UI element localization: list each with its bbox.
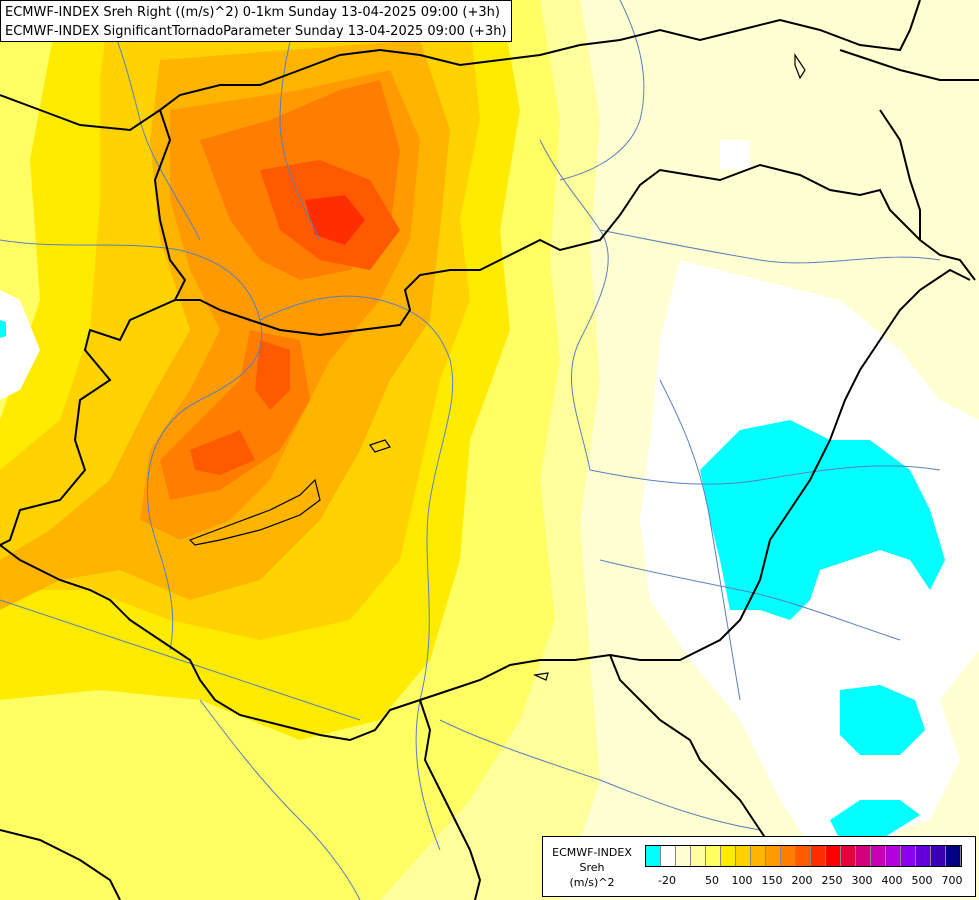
legend-swatch: [676, 846, 691, 866]
legend-tick-label: 250: [821, 874, 843, 887]
legend-swatch: [871, 846, 886, 866]
legend-swatch: [946, 846, 961, 866]
title-line-1: ECMWF-INDEX Sreh Right ((m/s)^2) 0-1km S…: [5, 5, 500, 20]
legend-tick-label: 700: [941, 874, 963, 887]
map-title-box: ECMWF-INDEX Sreh Right ((m/s)^2) 0-1km S…: [0, 0, 512, 42]
legend-swatch: [796, 846, 811, 866]
legend-swatch: [736, 846, 751, 866]
sreh-field-cyan-2: [840, 685, 925, 755]
legend-tick-label: 300: [851, 874, 873, 887]
legend-swatch: [781, 846, 796, 866]
sreh-field-red: [305, 195, 365, 245]
sreh-field-white-3: [720, 140, 750, 170]
legend-product-line-1: ECMWF-INDEX: [552, 846, 632, 859]
legend-tick-label: -20: [658, 874, 676, 887]
legend-product-line-2: Sreh: [579, 861, 605, 874]
color-legend: ECMWF-INDEX Sreh (m/s)^2 -20 50 100 150 200 2…: [542, 836, 976, 897]
sreh-field-cyan: [700, 420, 945, 620]
sreh-field-cyan-3: [830, 800, 920, 840]
legend-product: ECMWF-INDEX Sreh (m/s)^2: [546, 845, 638, 890]
legend-swatches: [645, 845, 962, 867]
legend-swatch: [691, 846, 706, 866]
lakes: [188, 53, 806, 681]
legend-swatch: [646, 846, 661, 866]
sreh-field-red-orange-3: [190, 430, 255, 475]
legend-swatch: [706, 846, 721, 866]
legend-swatch: [886, 846, 901, 866]
legend-swatch: [841, 846, 856, 866]
legend-swatch: [766, 846, 781, 866]
sreh-field-red-orange-2: [255, 340, 290, 410]
legend-swatch: [931, 846, 946, 866]
legend-swatch: [826, 846, 841, 866]
legend-swatch: [751, 846, 766, 866]
legend-swatch: [721, 846, 736, 866]
sreh-field-cyan-4: [0, 320, 6, 338]
legend-swatch: [811, 846, 826, 866]
legend-tick-label: 100: [731, 874, 753, 887]
legend-tick-label: 400: [881, 874, 903, 887]
legend-product-line-3: (m/s)^2: [569, 876, 615, 889]
rivers: [0, 0, 941, 900]
legend-tick-label: 200: [791, 874, 813, 887]
legend-tick-label: 50: [705, 874, 719, 887]
title-line-2: ECMWF-INDEX SignificantTornadoParameter …: [5, 24, 507, 39]
sreh-field-white-2: [0, 290, 40, 400]
legend-swatch: [661, 846, 676, 866]
legend-swatch: [916, 846, 931, 866]
legend-swatch: [901, 846, 916, 866]
legend-tick-label: 150: [761, 874, 783, 887]
legend-tick-label: 500: [911, 874, 933, 887]
legend-swatch: [856, 846, 871, 866]
